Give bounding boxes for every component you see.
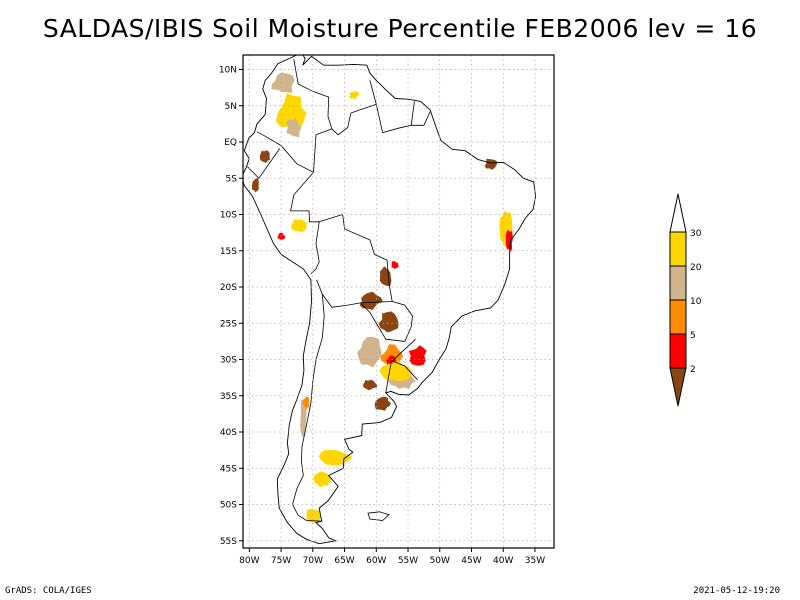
region-rio-grande-sul [408, 345, 427, 366]
colorbar-label: 2 [690, 365, 696, 375]
footer-credit: GrADS: COLA/IGES [5, 586, 92, 596]
land-layer [241, 52, 536, 544]
region-peru-south [290, 219, 307, 233]
x-tick-label: 45W [461, 556, 481, 566]
colorbar-segment [669, 265, 687, 301]
region-chile-mid [302, 396, 310, 410]
colorbar: 30 20 10 5 2 [669, 193, 702, 407]
footer-timestamp: 2021-05-12-19:20 [693, 586, 780, 596]
colorbar-segment-top [669, 193, 687, 233]
colorbar-segment-bottom [669, 367, 687, 407]
border-line [375, 101, 415, 134]
country-borders [243, 55, 537, 545]
y-tick-label: 5N [225, 102, 237, 112]
region-chile-central [300, 399, 307, 438]
region-buenos-aires [363, 379, 378, 391]
plot-frame [242, 54, 555, 549]
y-tick-label: 5S [226, 174, 238, 184]
x-tick-label: 70W [303, 556, 323, 566]
chart-title: SALDAS/IBIS Soil Moisture Percentile FEB… [42, 14, 758, 43]
border-line [292, 294, 325, 522]
y-tick-label: 25S [220, 319, 237, 329]
x-tick-label: 60W [366, 556, 386, 566]
colorbar-label: 20 [690, 263, 702, 273]
border-line [316, 213, 393, 308]
y-tick-label: EQ [224, 138, 237, 148]
border-line [290, 172, 320, 275]
border-line [247, 148, 281, 179]
y-tick-label: 50S [220, 501, 237, 511]
x-tick-label: 80W [239, 556, 259, 566]
grid-lines [243, 55, 554, 548]
border-line [411, 111, 431, 126]
region-patagonia-north [318, 449, 353, 466]
colorbar-segment [669, 299, 687, 335]
x-tick-label: 65W [334, 556, 354, 566]
region-paraguay-center [378, 311, 399, 333]
colorbar-label: 5 [690, 331, 696, 341]
x-tick-label: 75W [271, 556, 291, 566]
colorbar-label: 30 [690, 229, 702, 239]
border-line [391, 338, 418, 381]
y-tick-label: 10N [219, 66, 237, 76]
border-line [256, 59, 333, 174]
y-tick-label: 30S [220, 356, 237, 366]
y-tick-label: 20S [220, 283, 237, 293]
region-patagonia-south [306, 508, 321, 523]
x-axis-ticks: 80W 75W 70W 65W 60W 55W 50W 45W 40W 35W [239, 548, 545, 566]
border-line [385, 360, 392, 393]
continent-fill [241, 52, 536, 544]
colorbar-segment [669, 231, 687, 267]
region-bolivia-red [391, 261, 399, 269]
x-tick-label: 35W [525, 556, 545, 566]
region-pampas-south [374, 396, 391, 411]
colorbar-segment [669, 333, 687, 369]
region-bahia-coast [505, 230, 513, 252]
coastline [243, 55, 537, 545]
x-tick-label: 40W [493, 556, 513, 566]
region-chaco [359, 291, 383, 310]
colorbar-label: 10 [690, 297, 702, 307]
y-tick-label: 55S [220, 537, 237, 547]
y-axis-ticks: 10N 5N EQ 5S 10S 15S 20S 25S 30S 35S 40S 45S 50S 55S [219, 66, 243, 547]
region-brazil-ne [484, 158, 497, 170]
region-venezuela-patch [349, 91, 360, 100]
data-layer [252, 72, 513, 523]
region-colombia-central [275, 93, 307, 132]
x-tick-label: 55W [398, 556, 418, 566]
y-tick-label: 35S [220, 392, 237, 402]
x-tick-label: 50W [430, 556, 450, 566]
border-line [331, 80, 377, 136]
region-ecuador-edge [259, 150, 270, 163]
region-colombia-core [286, 117, 302, 138]
region-argentina-ne [357, 336, 382, 368]
falklands-outline [367, 511, 390, 521]
region-patagonia-mid [313, 471, 333, 488]
region-peru-coast [252, 178, 259, 193]
y-tick-label: 45S [220, 464, 237, 474]
region-colombia-north [271, 72, 295, 93]
y-tick-label: 10S [220, 211, 237, 221]
y-tick-label: 40S [220, 428, 237, 438]
y-tick-label: 15S [220, 247, 237, 257]
